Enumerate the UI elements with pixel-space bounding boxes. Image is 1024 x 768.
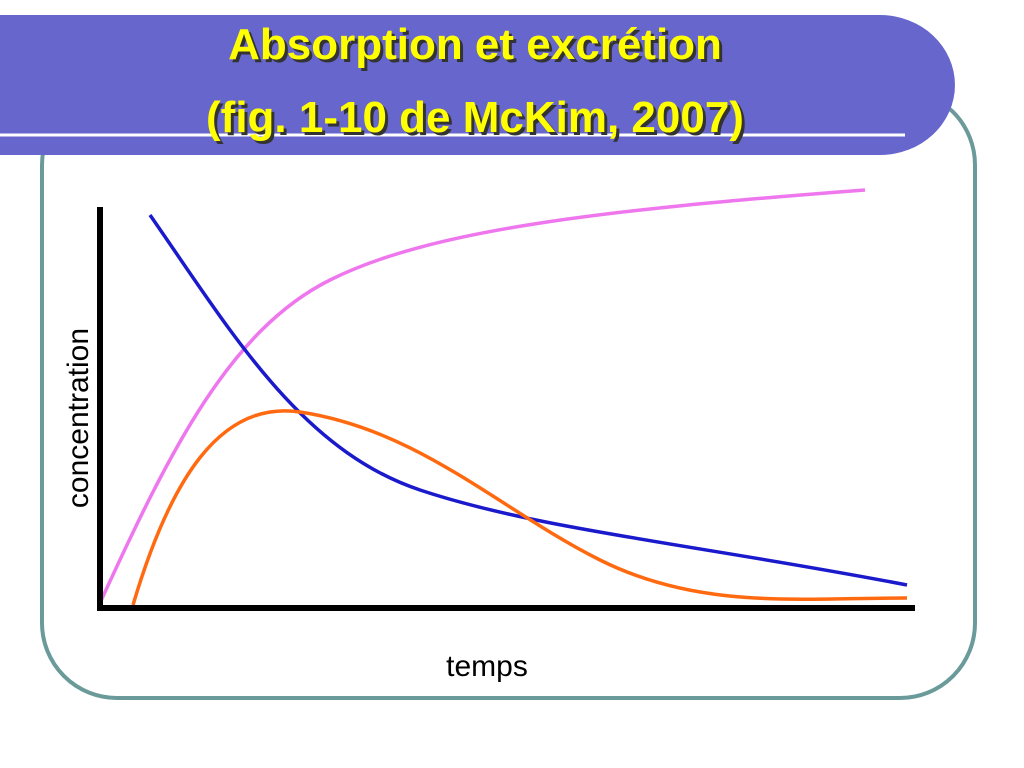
title-shadow: (fig. 1-10 de McKim, 2007): [209, 96, 747, 145]
title-line: (fig. 1-10 de McKim, 2007): [206, 93, 744, 142]
y-axis-label: concentration: [62, 328, 95, 508]
x-axis-label: temps: [446, 650, 528, 683]
title-shadow: Absorption et excrétion: [231, 23, 725, 72]
title-line: Absorption et excrétion: [228, 20, 722, 69]
curve: [98, 188, 866, 604]
curve: [148, 214, 908, 587]
curve: [131, 409, 908, 606]
title-banner: [0, 15, 955, 155]
